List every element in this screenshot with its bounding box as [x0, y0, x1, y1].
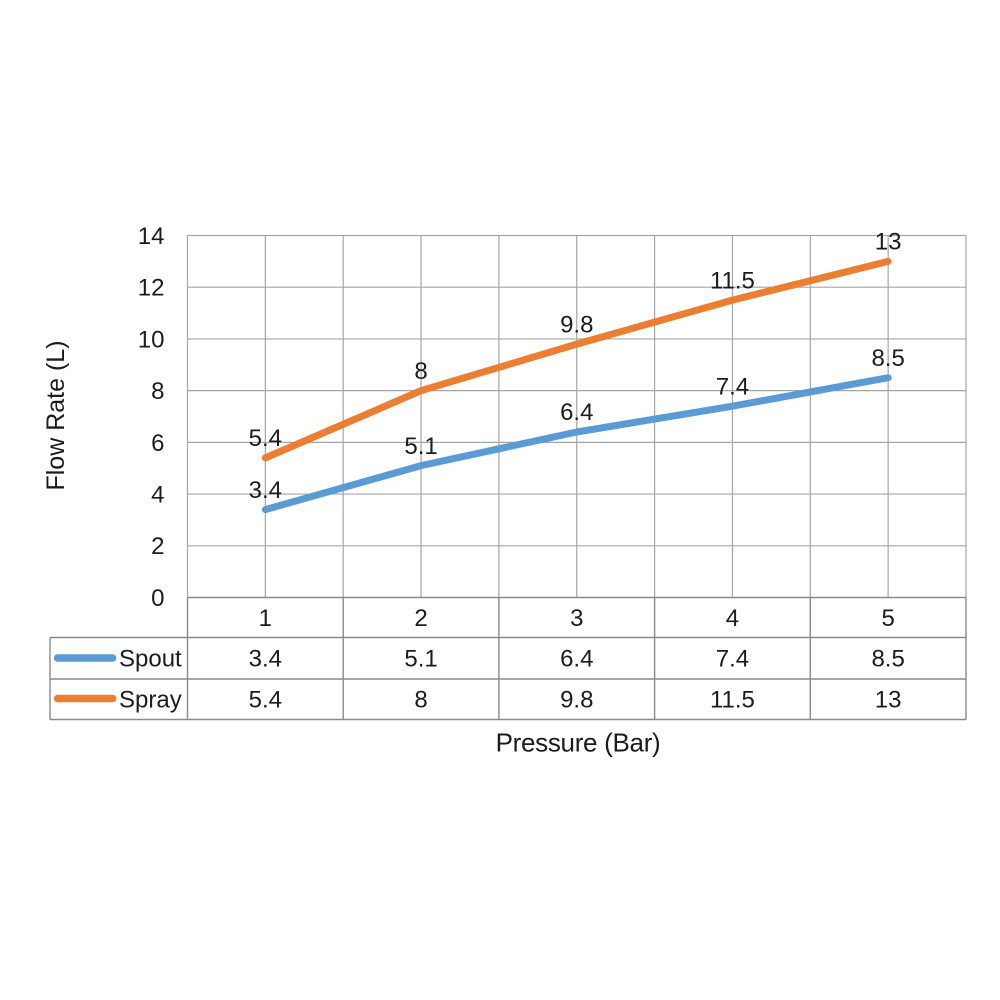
svg-text:3.4: 3.4 [249, 477, 282, 504]
svg-text:14: 14 [138, 223, 165, 250]
svg-text:8: 8 [414, 358, 427, 385]
svg-text:8.5: 8.5 [871, 345, 904, 372]
svg-text:9.8: 9.8 [560, 686, 593, 713]
svg-text:8: 8 [151, 378, 164, 405]
svg-text:10: 10 [138, 326, 165, 353]
svg-text:3.4: 3.4 [249, 646, 282, 673]
svg-text:6.4: 6.4 [560, 399, 593, 426]
svg-text:5: 5 [881, 605, 894, 632]
svg-text:6.4: 6.4 [560, 646, 593, 673]
svg-text:4: 4 [151, 482, 164, 509]
svg-text:13: 13 [875, 686, 902, 713]
svg-text:7.4: 7.4 [716, 646, 749, 673]
svg-text:7.4: 7.4 [716, 373, 749, 400]
svg-text:5.1: 5.1 [404, 433, 437, 460]
svg-text:Flow Rate (L): Flow Rate (L) [42, 340, 70, 490]
svg-text:12: 12 [138, 275, 165, 302]
svg-text:4: 4 [726, 605, 739, 632]
svg-text:6: 6 [151, 430, 164, 457]
svg-text:Spout: Spout [119, 646, 182, 673]
svg-text:5.4: 5.4 [249, 425, 282, 452]
svg-text:Pressure (Bar): Pressure (Bar) [496, 728, 661, 758]
svg-text:11.5: 11.5 [710, 686, 755, 713]
svg-text:11.5: 11.5 [710, 267, 755, 294]
svg-text:13: 13 [875, 229, 902, 256]
svg-text:Spray: Spray [119, 686, 182, 713]
svg-text:2: 2 [414, 605, 427, 632]
svg-text:8: 8 [414, 686, 427, 713]
svg-text:5.4: 5.4 [249, 686, 282, 713]
svg-text:0: 0 [151, 585, 164, 612]
svg-text:1: 1 [259, 605, 272, 632]
svg-text:3: 3 [570, 605, 583, 632]
svg-text:5.1: 5.1 [404, 646, 437, 673]
svg-text:8.5: 8.5 [871, 646, 904, 673]
svg-text:2: 2 [151, 533, 164, 560]
svg-text:9.8: 9.8 [560, 311, 593, 338]
